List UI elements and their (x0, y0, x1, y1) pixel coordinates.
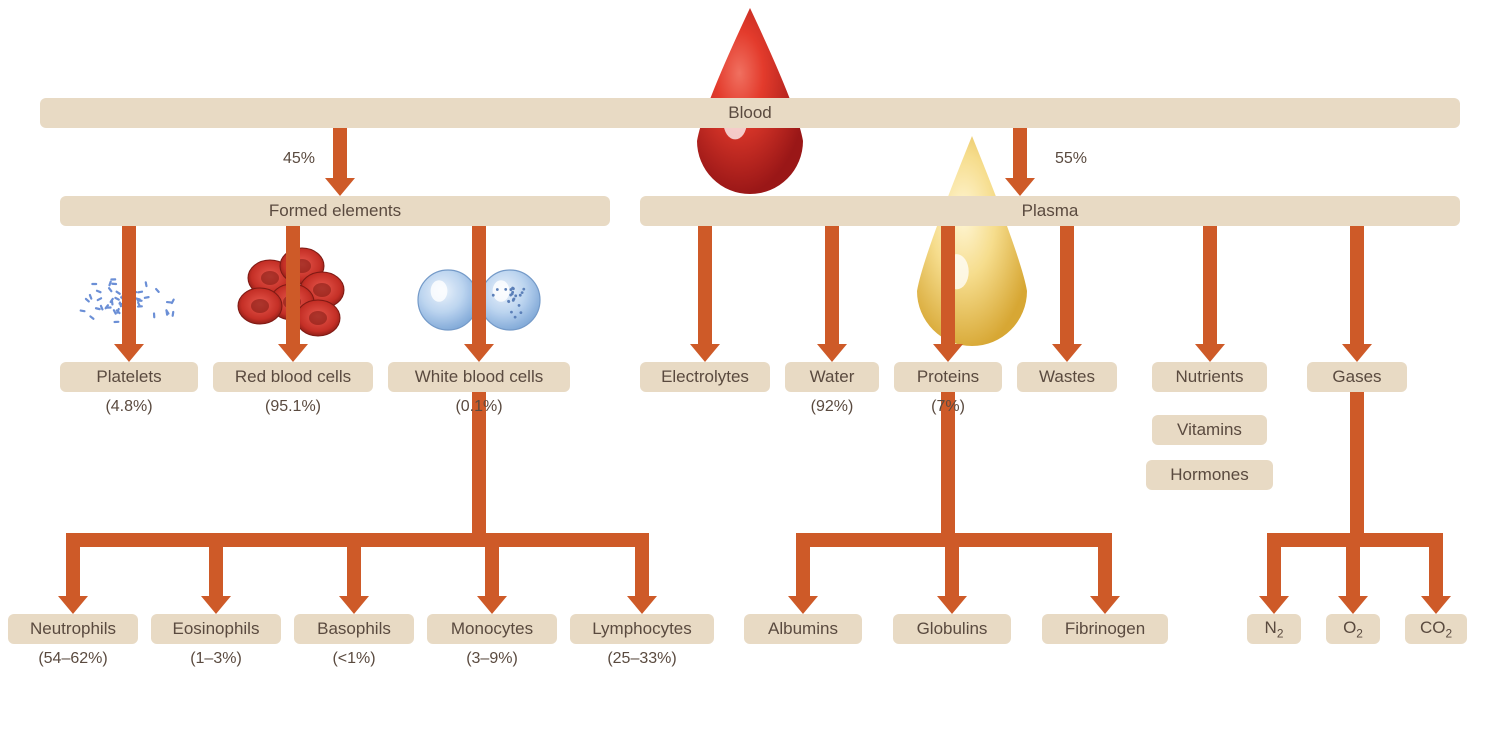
label-proteins: Proteins (917, 367, 979, 387)
label-wastes: Wastes (1039, 367, 1095, 387)
label-plasma: Plasma (1022, 201, 1079, 221)
node-plasma: Plasma (640, 196, 1460, 226)
pct-monocytes: (3–9%) (427, 650, 557, 668)
node-o2: O2 (1326, 614, 1380, 644)
pct-formed: 45% (283, 150, 315, 168)
pct-rbc: (95.1%) (213, 398, 373, 416)
pct-lymphocytes: (25–33%) (570, 650, 714, 668)
label-rbc: Red blood cells (235, 367, 351, 387)
label-blood: Blood (728, 103, 771, 123)
node-nutrients: Nutrients (1152, 362, 1267, 392)
label-neutrophils: Neutrophils (30, 619, 116, 639)
label-electrolytes: Electrolytes (661, 367, 749, 387)
pct-plasma: 55% (1055, 150, 1087, 168)
node-gases: Gases (1307, 362, 1407, 392)
pct-platelets: (4.8%) (60, 398, 198, 416)
label-fibrinogen: Fibrinogen (1065, 619, 1145, 639)
pct-water: (92%) (785, 398, 879, 416)
node-electrolytes: Electrolytes (640, 362, 770, 392)
node-platelets: Platelets (60, 362, 198, 392)
node-vitamins: Vitamins (1152, 415, 1267, 445)
node-proteins: Proteins (894, 362, 1002, 392)
label-albumins: Albumins (768, 619, 838, 639)
pct-proteins: (7%) (894, 398, 1002, 416)
node-fibrinogen: Fibrinogen (1042, 614, 1168, 644)
node-rbc: Red blood cells (213, 362, 373, 392)
node-blood: Blood (40, 98, 1460, 128)
node-wastes: Wastes (1017, 362, 1117, 392)
label-formed: Formed elements (269, 201, 401, 221)
label-wbc: White blood cells (415, 367, 544, 387)
node-neutrophils: Neutrophils (8, 614, 138, 644)
label-vitamins: Vitamins (1177, 420, 1242, 440)
node-lymphocytes: Lymphocytes (570, 614, 714, 644)
label-lymphocytes: Lymphocytes (592, 619, 692, 639)
label-globulins: Globulins (917, 619, 988, 639)
node-albumins: Albumins (744, 614, 862, 644)
label-nutrients: Nutrients (1175, 367, 1243, 387)
node-formed-elements: Formed elements (60, 196, 610, 226)
pct-wbc: (0.1%) (388, 398, 570, 416)
label-hormones: Hormones (1170, 465, 1248, 485)
node-monocytes: Monocytes (427, 614, 557, 644)
node-water: Water (785, 362, 879, 392)
pct-eosinophils: (1–3%) (151, 650, 281, 668)
node-eosinophils: Eosinophils (151, 614, 281, 644)
label-basophils: Basophils (317, 619, 391, 639)
node-globulins: Globulins (893, 614, 1011, 644)
label-n2: N2 (1265, 618, 1284, 640)
label-eosinophils: Eosinophils (173, 619, 260, 639)
label-platelets: Platelets (96, 367, 161, 387)
node-wbc: White blood cells (388, 362, 570, 392)
node-hormones: Hormones (1146, 460, 1273, 490)
node-n2: N2 (1247, 614, 1301, 644)
blood-composition-diagram: Blood 45% 55% Formed elements Plasma Pla… (0, 0, 1500, 752)
pct-basophils: (<1%) (294, 650, 414, 668)
label-water: Water (810, 367, 855, 387)
label-co2: CO2 (1420, 618, 1452, 640)
label-monocytes: Monocytes (451, 619, 533, 639)
node-co2: CO2 (1405, 614, 1467, 644)
pct-neutrophils: (54–62%) (8, 650, 138, 668)
label-o2: O2 (1343, 618, 1363, 640)
node-basophils: Basophils (294, 614, 414, 644)
label-gases: Gases (1332, 367, 1381, 387)
